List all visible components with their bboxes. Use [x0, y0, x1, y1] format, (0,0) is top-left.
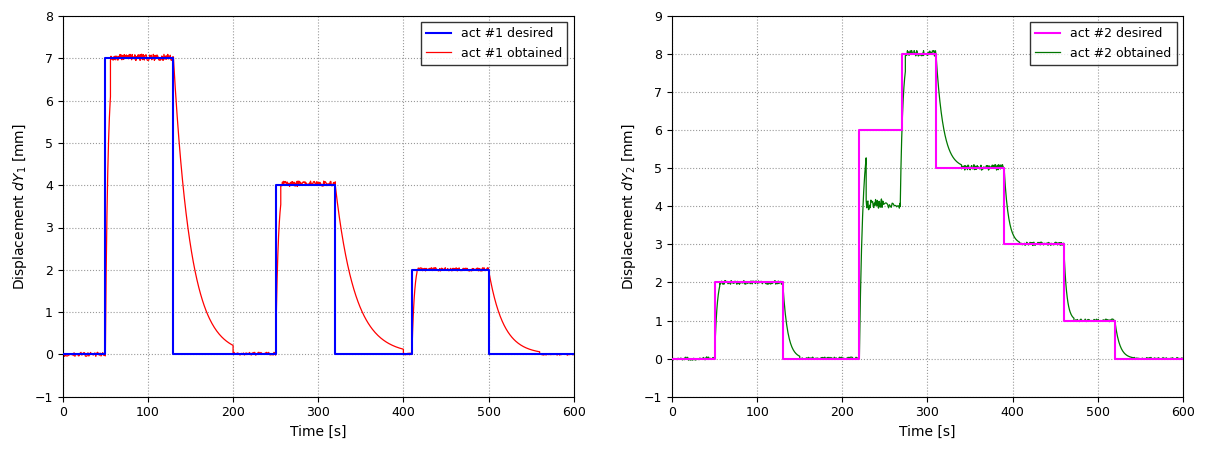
- act #1 desired: [567, 351, 581, 357]
- act #2 desired: [1176, 356, 1190, 361]
- act #1 obtained: [238, 352, 252, 358]
- act #2 obtained: [904, 48, 919, 53]
- act #2 obtained: [742, 280, 756, 285]
- Line: act #2 desired: act #2 desired: [672, 54, 1183, 359]
- act #2 desired: [665, 356, 679, 361]
- act #2 desired: [997, 166, 1012, 171]
- act #2 desired: [708, 356, 722, 361]
- act #2 desired: [1056, 318, 1071, 323]
- act #2 desired: [853, 356, 867, 361]
- act #2 desired: [929, 51, 943, 57]
- act #2 desired: [1107, 318, 1122, 323]
- act #2 desired: [997, 242, 1012, 247]
- act #2 obtained: [732, 282, 747, 287]
- act #1 obtained: [134, 51, 148, 57]
- act #2 desired: [775, 356, 790, 361]
- act #1 desired: [405, 267, 420, 273]
- Y-axis label: Displacement $dY_1$ [mm]: Displacement $dY_1$ [mm]: [11, 123, 29, 290]
- act #1 desired: [405, 351, 420, 357]
- act #1 obtained: [219, 339, 234, 344]
- act #2 desired: [775, 280, 790, 285]
- act #2 desired: [929, 166, 943, 171]
- act #1 obtained: [55, 352, 70, 357]
- act #1 desired: [328, 351, 343, 357]
- act #2 obtained: [841, 355, 855, 360]
- act #1 obtained: [411, 266, 426, 271]
- Legend: act #2 desired, act #2 obtained: act #2 desired, act #2 obtained: [1030, 22, 1177, 65]
- act #1 obtained: [567, 352, 581, 357]
- act #2 desired: [853, 127, 867, 133]
- act #2 obtained: [1093, 319, 1107, 324]
- act #1 obtained: [515, 343, 529, 349]
- Line: act #1 desired: act #1 desired: [63, 58, 574, 354]
- Line: act #1 obtained: act #1 obtained: [63, 54, 574, 356]
- act #1 desired: [328, 183, 343, 188]
- act #2 obtained: [1019, 241, 1034, 247]
- act #1 obtained: [57, 354, 71, 359]
- act #1 desired: [166, 351, 181, 357]
- act #1 desired: [481, 267, 496, 273]
- act #1 desired: [226, 351, 240, 357]
- X-axis label: Time [s]: Time [s]: [289, 425, 346, 439]
- act #2 obtained: [665, 356, 679, 361]
- act #1 desired: [98, 351, 112, 357]
- act #1 desired: [481, 351, 496, 357]
- act #2 obtained: [1176, 356, 1190, 362]
- Y-axis label: Displacement $dY_2$ [mm]: Displacement $dY_2$ [mm]: [620, 123, 638, 290]
- act #1 obtained: [564, 351, 579, 356]
- act #1 obtained: [456, 266, 470, 272]
- act #2 desired: [708, 280, 722, 285]
- act #2 desired: [1107, 356, 1122, 361]
- Legend: act #1 desired, act #1 obtained: act #1 desired, act #1 obtained: [421, 22, 568, 65]
- act #2 desired: [895, 51, 909, 57]
- act #1 desired: [166, 56, 181, 61]
- act #2 desired: [895, 127, 909, 133]
- X-axis label: Time [s]: Time [s]: [900, 425, 955, 439]
- Line: act #2 obtained: act #2 obtained: [672, 50, 1183, 360]
- act #1 desired: [269, 183, 283, 188]
- act #1 desired: [55, 351, 70, 357]
- act #1 desired: [98, 56, 112, 61]
- act #2 obtained: [666, 358, 680, 363]
- act #1 desired: [396, 351, 410, 357]
- act #1 desired: [269, 351, 283, 357]
- act #2 desired: [1056, 242, 1071, 247]
- act #2 obtained: [1058, 276, 1072, 282]
